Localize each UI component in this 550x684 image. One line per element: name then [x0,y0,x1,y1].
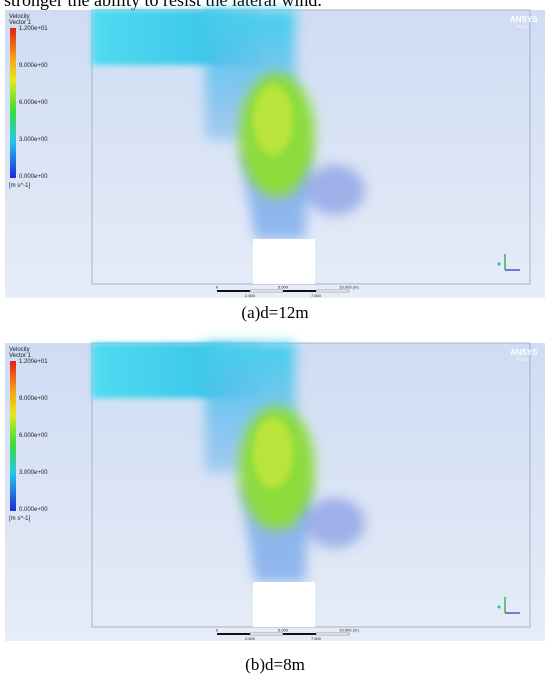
source-block [253,239,315,284]
axis-z [498,263,501,266]
scale-seg [316,633,349,635]
colorbar [10,28,16,178]
axis-z [498,606,501,609]
scale-label: 5.000 [278,628,289,633]
legend-unit: [m s^-1] [9,516,30,522]
scale-label: 2.500 [245,293,256,298]
logo: ANSYS [510,15,538,24]
scale-label: 2.500 [245,636,256,641]
intro-text: stronger the ability to resist the later… [4,0,322,10]
figure: stronger the ability to resist the later… [0,0,550,684]
scale-label: 5.000 [278,285,289,290]
legend-tick-label: 6.000e+00 [19,433,48,439]
scale-seg [283,633,316,635]
caption: (a)d=12m [241,303,308,322]
swirl-right [305,498,365,548]
legend-tick-label: 1.200e+01 [19,26,48,32]
scale-label: 10.000 (m) [339,285,359,290]
version: R19.2 [517,24,528,29]
legend-tick-label: 0.000e+00 [19,174,48,180]
legend-tick-label: 1.200e+01 [19,359,48,365]
legend-tick-label: 0.000e+00 [19,507,48,513]
scale-seg [250,633,283,635]
legend-tick-label: 3.000e+00 [19,470,48,476]
plume-core [253,418,293,488]
logo: ANSYS [510,348,538,357]
swirl-right [305,165,365,215]
version: R19.2 [517,357,528,362]
legend-tick-label: 6.000e+00 [19,100,48,106]
caption: (b)d=8m [245,655,305,674]
legend-tick-label: 9.000e+00 [19,63,48,69]
legend-tick-label: 9.000e+00 [19,396,48,402]
plume-core [253,85,293,155]
scale-label: 7.500 [311,636,322,641]
scale-seg [217,290,250,292]
scale-label: 10.000 (m) [339,628,359,633]
scale-seg [283,290,316,292]
source-block [253,582,315,627]
colorbar [10,361,16,511]
legend-unit: [m s^-1] [9,183,30,189]
scale-seg [250,290,283,292]
scale-seg [217,633,250,635]
scale-label: 7.500 [311,293,322,298]
scale-seg [316,290,349,292]
legend-tick-label: 3.000e+00 [19,137,48,143]
